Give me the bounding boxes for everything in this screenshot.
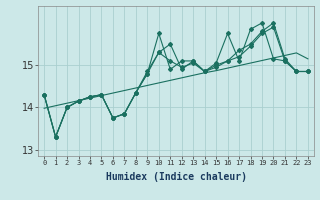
X-axis label: Humidex (Indice chaleur): Humidex (Indice chaleur) [106, 172, 246, 182]
